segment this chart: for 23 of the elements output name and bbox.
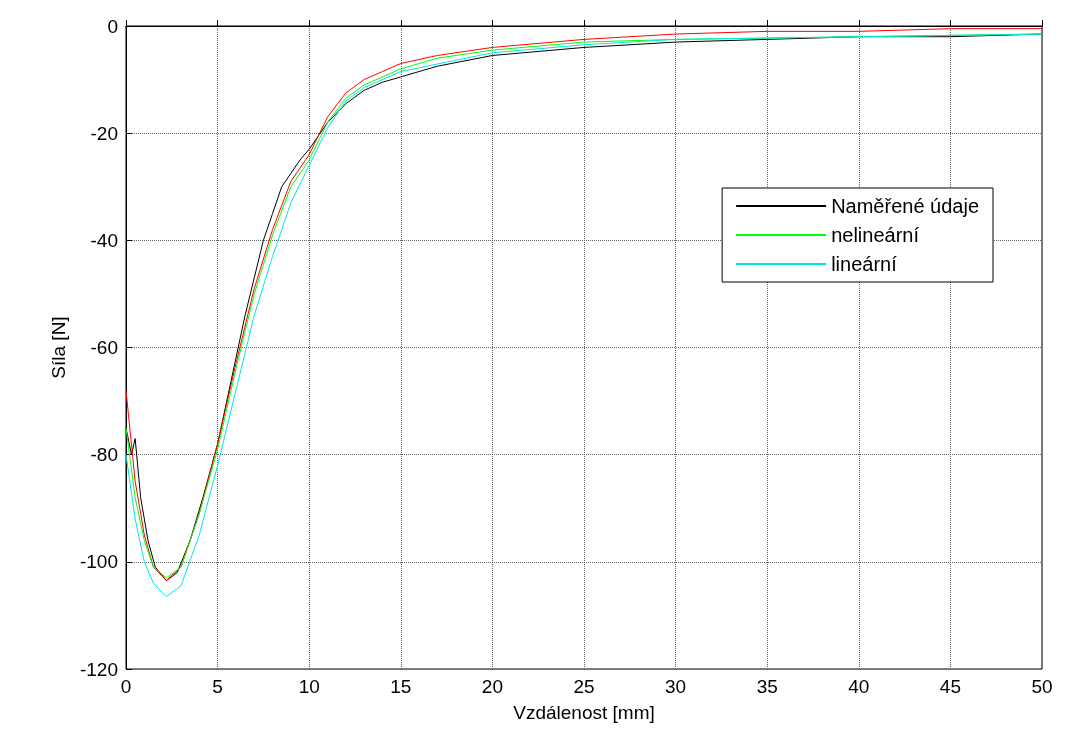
x-tick-label: 15 [390,676,412,697]
y-tick-label: -60 [90,337,118,358]
x-tick-label: 45 [939,676,961,697]
x-tick-label: 5 [212,676,223,697]
y-tick-label: 0 [107,15,118,37]
y-tick-label: -40 [90,229,118,251]
legend-label: lineární [831,253,898,275]
x-tick-label: 35 [756,676,778,697]
y-tick-label: -80 [90,444,118,466]
x-tick-label: 30 [665,676,687,697]
x-axis-title: Vzdálenost [mm] [513,702,655,723]
x-tick-label: 20 [481,676,503,697]
y-tick-label: -100 [79,551,118,573]
x-tick-label: 0 [120,676,132,697]
x-tick-label: 10 [298,676,320,697]
legend-label: nelineární [831,224,920,246]
x-tick-label: 25 [573,676,595,697]
y-axis-title: Síla [N] [48,316,69,379]
legend-label: Naměřené údaje [831,195,979,217]
y-tick-label: -120 [79,658,118,680]
x-tick-label: 50 [1031,676,1053,697]
x-tick-label: 40 [848,676,870,697]
y-tick-label: -20 [90,122,118,144]
